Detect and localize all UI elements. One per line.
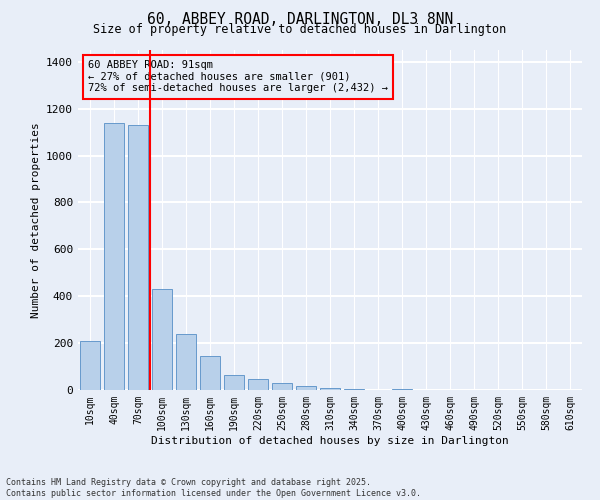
X-axis label: Distribution of detached houses by size in Darlington: Distribution of detached houses by size … <box>151 436 509 446</box>
Bar <box>320 388 340 390</box>
Bar <box>80 341 100 390</box>
Bar <box>344 389 364 390</box>
Bar <box>392 389 412 390</box>
Text: Size of property relative to detached houses in Darlington: Size of property relative to detached ho… <box>94 24 506 36</box>
Bar <box>296 386 316 390</box>
Bar <box>200 356 220 390</box>
Text: 60, ABBEY ROAD, DARLINGTON, DL3 8NN: 60, ABBEY ROAD, DARLINGTON, DL3 8NN <box>147 12 453 28</box>
Y-axis label: Number of detached properties: Number of detached properties <box>31 122 41 318</box>
Bar <box>104 122 124 390</box>
Text: 60 ABBEY ROAD: 91sqm
← 27% of detached houses are smaller (901)
72% of semi-deta: 60 ABBEY ROAD: 91sqm ← 27% of detached h… <box>88 60 388 94</box>
Text: Contains HM Land Registry data © Crown copyright and database right 2025.
Contai: Contains HM Land Registry data © Crown c… <box>6 478 421 498</box>
Bar <box>224 375 244 390</box>
Bar <box>152 289 172 390</box>
Bar <box>128 125 148 390</box>
Bar <box>272 383 292 390</box>
Bar <box>248 379 268 390</box>
Bar <box>176 334 196 390</box>
